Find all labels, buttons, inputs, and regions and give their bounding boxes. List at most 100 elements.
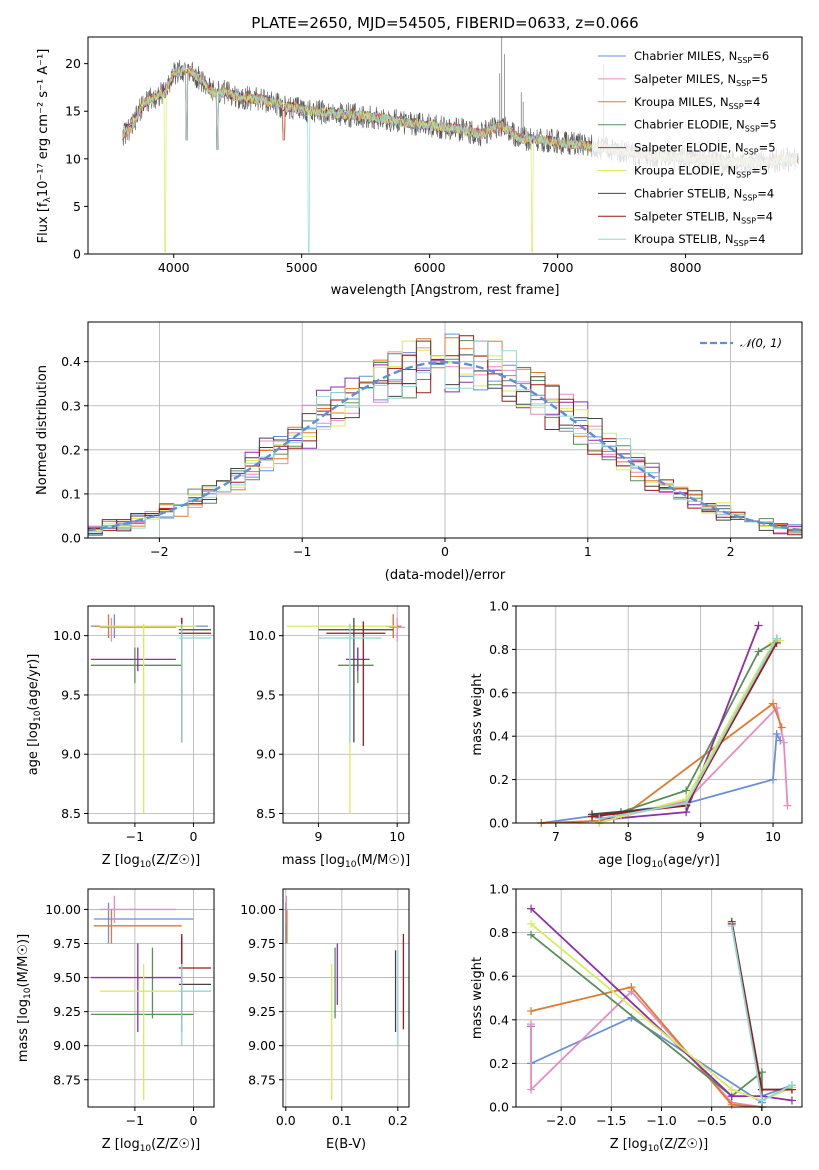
weight-vs-Z-point-marker bbox=[757, 1096, 766, 1105]
age-vs-Z-ylabel-rest: (age/yr)] bbox=[26, 654, 41, 711]
age-vs-mass-xlabel-sub: 10 bbox=[345, 860, 357, 870]
weight-vs-age-xlabel-sub: 10 bbox=[651, 860, 663, 870]
legend-name: Salpeter MILES, N bbox=[634, 72, 736, 86]
spectrum-legend-label: Salpeter ELODIE, NSSP=5 bbox=[634, 141, 776, 157]
residuals-xlabel: (data-model)/error bbox=[385, 568, 506, 583]
mass-vs-Z-xlabel: Z [log10(Z/Z☉)] bbox=[102, 1137, 200, 1154]
weight-vs-Z-point-marker bbox=[787, 1081, 796, 1090]
spectrum-ytick-label: 0 bbox=[73, 247, 81, 262]
age-vs-mass-xlabel-rest: (M/M☉)] bbox=[356, 853, 410, 868]
age-vs-mass-xlabel: mass [log10(M/M☉)] bbox=[282, 853, 410, 870]
legend-count: =6 bbox=[752, 49, 769, 63]
age-vs-mass-grid bbox=[283, 606, 409, 823]
legend-sub: SSP bbox=[742, 193, 757, 202]
age-vs-Z-xlabel: Z [log10(Z/Z☉)] bbox=[102, 853, 200, 870]
weight-vs-Z-xtick-label: −2.0 bbox=[546, 1113, 576, 1128]
legend-count: =5 bbox=[760, 118, 777, 132]
weight-vs-age-point-marker bbox=[783, 801, 792, 810]
age-vs-Z-ylabel-sub: 10 bbox=[33, 710, 43, 722]
mass-vs-Z-axes-frame bbox=[87, 888, 215, 1108]
normal-distribution-curve bbox=[87, 360, 803, 532]
mass-vs-extinction-panel: 0.0 0.1 0.2 8.75 9.00 9.25 9.50 9.75 10.00 E(B-V) bbox=[240, 888, 410, 1152]
weight-vs-age-xlabel: age [log10(age/yr)] bbox=[598, 853, 720, 870]
spectrum-xtick-label: 6000 bbox=[414, 260, 446, 275]
spectrum-legend-box bbox=[592, 43, 797, 249]
mass-vs-Z-ylabel-rest: (M/M☉)] bbox=[16, 934, 31, 988]
weight-vs-Z-point-marker bbox=[787, 1096, 796, 1105]
mass-vs-Z-xtick-label: −1 bbox=[126, 1113, 144, 1128]
weight-vs-age-point-marker bbox=[682, 799, 691, 808]
age-vs-Z-xtick-label: 0 bbox=[190, 829, 198, 844]
weight-vs-Z-series-line bbox=[530, 923, 793, 1102]
spectrum-ylabel-sub: λ bbox=[43, 197, 53, 203]
mass-vs-Z-xlabel-sub: 10 bbox=[140, 1144, 152, 1154]
age-vs-mass-ytick-label: 8.5 bbox=[256, 806, 276, 821]
mass-vs-Z-xtick-label: 0 bbox=[190, 1113, 198, 1128]
mass-vs-Z-ytick-label: 9.00 bbox=[53, 1038, 81, 1053]
mass-vs-EBV-ytick-label: 9.00 bbox=[248, 1038, 276, 1053]
legend-count: =4 bbox=[757, 186, 774, 200]
mass-vs-Z-ytick-label: 9.50 bbox=[53, 970, 81, 985]
spectrum-plot-area bbox=[122, 37, 799, 253]
mass-vs-Z-ytick-label: 8.75 bbox=[53, 1072, 81, 1087]
weight-vs-age-series-line bbox=[541, 730, 782, 824]
residuals-xtick-label: −2 bbox=[150, 544, 168, 559]
legend-sub: SSP bbox=[736, 171, 751, 180]
weight-vs-Z-ytick-label: 0.6 bbox=[489, 969, 509, 984]
spectrum-ytick-label: 5 bbox=[73, 199, 81, 214]
legend-count: =4 bbox=[756, 209, 773, 223]
residuals-ytick-label: 0.2 bbox=[61, 442, 81, 457]
weight-vs-Z-point-marker bbox=[727, 922, 736, 931]
residuals-xtick-label: 2 bbox=[727, 544, 735, 559]
normal-legend-label: 𝒩(0, 1) bbox=[740, 336, 782, 350]
weight-vs-age-point-marker bbox=[772, 634, 781, 643]
weight-vs-age-point-marker bbox=[769, 775, 778, 784]
age-vs-Z-xlabel-sub: 10 bbox=[140, 860, 152, 870]
mass-vs-EBV-grid bbox=[283, 889, 409, 1107]
residuals-plot-area bbox=[87, 333, 803, 536]
legend-name: Chabrier ELODIE, N bbox=[634, 118, 745, 132]
weight-vs-Z-series-line bbox=[530, 907, 793, 1102]
weight-vs-Z-ytick-label: 0.0 bbox=[489, 1100, 509, 1115]
weight-vs-age-ytick-label: 0.4 bbox=[489, 729, 509, 744]
spectrum-legend-label: Chabrier STELIB, NSSP=4 bbox=[634, 186, 774, 202]
legend-sub: SSP bbox=[744, 148, 759, 157]
age-vs-mass-axes-frame bbox=[282, 605, 410, 824]
spectrum-legend-label: Kroupa ELODIE, NSSP=5 bbox=[634, 164, 768, 180]
weight-vs-age-ytick-label: 0.0 bbox=[489, 816, 509, 831]
age-vs-metallicity-panel: −1 08.59.09.510.0Z [log10(Z/Z☉)]age [log1… bbox=[26, 605, 215, 870]
spectrum-ylabel-main: Flux [f bbox=[36, 202, 51, 243]
weight-vs-Z-xtick-label: −1.0 bbox=[646, 1113, 676, 1128]
legend-name: Kroupa ELODIE, N bbox=[634, 164, 736, 178]
weight-vs-Z-series-line bbox=[530, 934, 763, 1107]
mass-vs-Z-ylabel-sub: 10 bbox=[23, 987, 33, 999]
residuals-ylabel: Normed distribution bbox=[35, 365, 50, 495]
age-vs-Z-ytick-label: 8.5 bbox=[61, 806, 81, 821]
weight-vs-Z-ytick-label: 0.4 bbox=[489, 1012, 509, 1027]
mass-vs-EBV-ytick-label: 8.75 bbox=[248, 1072, 276, 1087]
spectrum-ytick-label: 20 bbox=[65, 56, 81, 71]
weight-vs-age-point-marker bbox=[588, 812, 597, 821]
age-vs-mass-xtick-label: 9 bbox=[314, 829, 322, 844]
spectrum-xtick-label: 5000 bbox=[286, 260, 318, 275]
mass-vs-EBV-axes-frame bbox=[282, 888, 410, 1108]
weight-vs-age-xtick-label: 8 bbox=[624, 829, 632, 844]
weight-vs-Z-xlabel-sub: 10 bbox=[648, 1144, 660, 1154]
legend-name: Chabrier STELIB, N bbox=[634, 186, 742, 200]
weight-vs-age-xlabel-rest: (age/yr)] bbox=[663, 853, 720, 868]
spectrum-xtick-label: 4000 bbox=[158, 260, 190, 275]
weight-vs-Z-xtick-label: −0.5 bbox=[697, 1113, 727, 1128]
weight-vs-Z-xlabel: Z [log10(Z/Z☉)] bbox=[610, 1137, 708, 1154]
residuals-ytick-label: 0.0 bbox=[61, 531, 81, 546]
weight-vs-age-point-marker bbox=[777, 723, 786, 732]
mass-vs-Z-xlabel-main: Z [log bbox=[102, 1137, 140, 1152]
weight-vs-Z-ytick-label: 1.0 bbox=[489, 882, 509, 897]
mass-vs-Z-ytick-label: 9.75 bbox=[53, 936, 81, 951]
weight-vs-Z-xtick-label: 0.0 bbox=[752, 1113, 772, 1128]
legend-name: Salpeter STELIB, N bbox=[634, 209, 741, 223]
residuals-x-ticks: −2 −1 0 1 2 bbox=[150, 538, 735, 559]
residuals-ytick-label: 0.4 bbox=[61, 354, 81, 369]
weight-vs-Z-point-marker bbox=[527, 1020, 536, 1029]
